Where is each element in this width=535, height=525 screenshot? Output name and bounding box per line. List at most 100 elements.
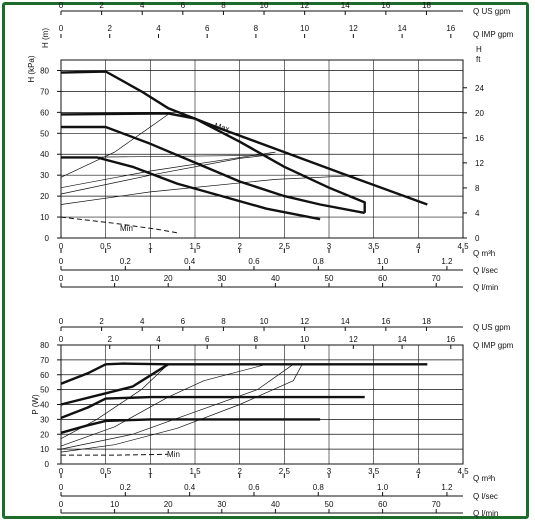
p1-x-tick-label: 30: [217, 274, 226, 283]
p1-x-tick-label: 0,5: [100, 242, 112, 251]
p1-x-tick-label: 3: [327, 242, 332, 251]
p1-x-tick-label: 70: [432, 274, 441, 283]
p2-y-tick-label: 40: [40, 401, 49, 410]
p1-y-tick-label: 30: [40, 171, 49, 180]
p1-x-tick-label: 3,5: [368, 242, 380, 251]
p2-x-tick-label: 3,5: [368, 467, 380, 476]
p1-x-tick-label: 8: [254, 24, 259, 33]
p1-x-tick-label: 4: [156, 24, 161, 33]
p2-auxiliary-line: [60, 364, 294, 450]
p1-x-tick-label: 16: [446, 24, 455, 33]
p2-x-axis-label: Q m³h: [473, 474, 495, 483]
p2-x-tick-label: 2: [99, 317, 104, 326]
p2-x-axis-label: Q l/min: [473, 509, 498, 518]
p1-y-tick-label: 70: [40, 87, 49, 96]
p1-x-tick-label: 4: [140, 1, 145, 10]
p2-series-curve: [60, 418, 321, 434]
p2-y-tick-label: 30: [40, 415, 49, 424]
p2-x-tick-label: 12: [349, 335, 358, 344]
p2-x-axis-label: Q US gpm: [473, 323, 511, 332]
p1-y-axis-label: H (kPa): [27, 55, 36, 82]
p2-y-tick-label: 50: [40, 386, 49, 395]
p2-series-curve: [60, 395, 365, 420]
p1-x-tick-label: 18: [422, 1, 431, 10]
p2-x-tick-label: 0: [59, 467, 64, 476]
p1-x-tick-label: 12: [349, 24, 358, 33]
p2-x-tick-label: 2,5: [279, 467, 291, 476]
p2-x-tick-label: 1: [148, 467, 153, 476]
p2-x-tick-label: 6: [205, 335, 210, 344]
p1-x-tick-label: 0: [59, 1, 64, 10]
p1-x-tick-label: 2,5: [279, 242, 291, 251]
p2-x-tick-label: 8: [254, 335, 259, 344]
p2-x-tick-label: 8: [221, 317, 226, 326]
p1-series-curve: [60, 112, 366, 213]
p2-x-tick-label: 16: [381, 317, 390, 326]
p1-series-curve: [60, 216, 178, 234]
p2-x-tick-label: 0,5: [100, 467, 112, 476]
p2-x-tick-label: 6: [181, 317, 186, 326]
p2-x-tick-label: 4: [140, 317, 145, 326]
p2-x-tick-label: 0: [59, 500, 64, 509]
p1-ft-tick-label: 12: [475, 159, 484, 168]
p1-series-curve: [61, 125, 365, 215]
chart-frame: [2, 2, 529, 519]
p1-x-tick-label: 6: [205, 24, 210, 33]
p1-x-tick-label: 1,5: [189, 242, 201, 251]
p1-y-tick-label: 80: [40, 66, 49, 75]
p1-auxiliary-line: [60, 151, 276, 189]
p1-x-tick-label: 60: [378, 274, 387, 283]
p1-y-tick-label: 60: [40, 108, 49, 117]
p1-x-axis-label: Q l/sec: [473, 266, 498, 275]
p1-y-tick-label: 50: [40, 129, 49, 138]
p1-x-axis-label: Q l/min: [473, 283, 498, 292]
p1-y-tick-label: 10: [40, 213, 49, 222]
p2-x-tick-label: 10: [110, 500, 119, 509]
p2-y-tick-label: 80: [40, 341, 49, 350]
p2-x-axis-label: Q IMP gpm: [473, 341, 514, 350]
p2-x-tick-label: 14: [341, 317, 350, 326]
p2-x-tick-label: 20: [164, 500, 173, 509]
p1-x-tick-label: 4: [416, 242, 421, 251]
p1-x-tick-label: 40: [271, 274, 280, 283]
p2-series-curve: [61, 453, 169, 456]
p1-ft-tick-label: 8: [475, 184, 480, 193]
p2-x-tick-label: 2: [108, 335, 113, 344]
p1-x-tick-label: 0.2: [120, 257, 132, 266]
p2-x-tick-label: 4: [156, 335, 161, 344]
p1-annotation-min: Min: [120, 224, 133, 233]
p2-x-tick-label: 4: [416, 467, 421, 476]
p2-x-tick-label: 40: [271, 500, 280, 509]
p2-x-tick-label: 0: [59, 335, 64, 344]
p1-x-tick-label: 12: [300, 1, 309, 10]
p1-x-tick-label: 0: [59, 257, 64, 266]
p2-x-axis-label: Q l/sec: [473, 492, 498, 501]
p1-ft-tick-label: 20: [475, 109, 484, 118]
p2-y-tick-label: 70: [40, 356, 49, 365]
p1-y-tick-label: 20: [40, 192, 49, 201]
p1-auxiliary-line: [60, 114, 169, 178]
p1-x-tick-label: 1.0: [377, 257, 389, 266]
p2-annotation-min: Min: [167, 450, 180, 459]
p1-ft-tick-label: 0: [475, 234, 480, 243]
p1-x-tick-label: 16: [381, 1, 390, 10]
p2-x-tick-label: 16: [446, 335, 455, 344]
p1-x-tick-label: 0.4: [184, 257, 196, 266]
p2-x-tick-label: 10: [300, 335, 309, 344]
p1-ft-tick-label: 4: [475, 209, 480, 218]
p2-y-axis-label: P (W): [31, 394, 40, 415]
p2-x-tick-label: 3: [327, 467, 332, 476]
p1-y-axis-label-ft: ft: [476, 55, 481, 64]
p2-x-tick-label: 0.2: [120, 483, 132, 492]
p1-x-tick-label: 1.2: [441, 257, 453, 266]
p1-x-tick-label: 6: [181, 1, 186, 10]
p1-x-tick-label: 50: [325, 274, 334, 283]
p2-x-tick-label: 50: [325, 500, 334, 509]
p2-x-tick-label: 30: [217, 500, 226, 509]
p2-x-tick-label: 60: [378, 500, 387, 509]
p1-plot-area: [60, 59, 464, 239]
p1-y-axis-label-m: H (m): [41, 28, 50, 48]
p2-series-curve: [60, 363, 169, 406]
p1-x-axis-label: Q US gpm: [473, 7, 511, 16]
